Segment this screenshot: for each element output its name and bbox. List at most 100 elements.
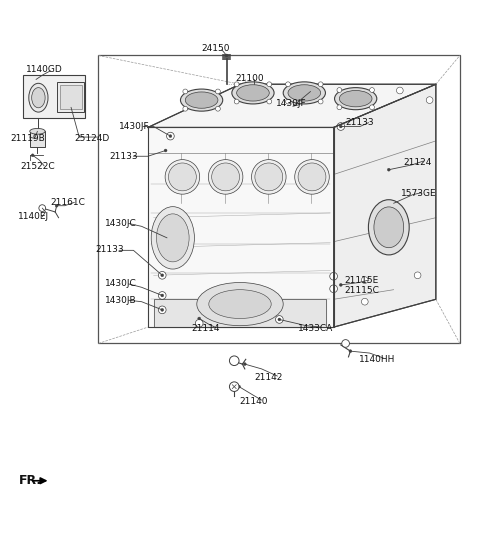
Ellipse shape — [168, 163, 196, 191]
Ellipse shape — [29, 83, 48, 112]
Circle shape — [183, 107, 188, 111]
Circle shape — [183, 89, 188, 94]
Circle shape — [392, 202, 395, 204]
Text: 25124D: 25124D — [74, 134, 109, 143]
Circle shape — [339, 125, 342, 128]
Ellipse shape — [151, 207, 194, 269]
Ellipse shape — [374, 207, 404, 248]
FancyBboxPatch shape — [57, 82, 84, 112]
Text: 1140HH: 1140HH — [359, 355, 396, 364]
Circle shape — [232, 359, 236, 362]
Text: FR.: FR. — [19, 474, 42, 487]
Ellipse shape — [209, 289, 271, 319]
Circle shape — [330, 285, 337, 293]
Circle shape — [169, 135, 172, 137]
Circle shape — [31, 154, 34, 157]
Circle shape — [234, 99, 239, 104]
Circle shape — [164, 149, 167, 152]
Circle shape — [163, 234, 171, 242]
Circle shape — [55, 204, 58, 207]
Text: 21142: 21142 — [254, 373, 283, 381]
Circle shape — [267, 82, 272, 87]
Circle shape — [349, 349, 352, 353]
Circle shape — [158, 272, 166, 279]
Circle shape — [198, 317, 201, 320]
Circle shape — [396, 87, 403, 94]
Circle shape — [286, 82, 290, 87]
Ellipse shape — [237, 85, 269, 101]
Text: 1430JC: 1430JC — [105, 219, 136, 228]
Circle shape — [167, 132, 174, 140]
Circle shape — [276, 315, 283, 324]
Circle shape — [166, 236, 168, 239]
Text: 1430JF: 1430JF — [119, 122, 150, 131]
Ellipse shape — [212, 163, 240, 191]
Circle shape — [370, 105, 374, 110]
Circle shape — [337, 105, 342, 110]
Circle shape — [414, 272, 421, 279]
Ellipse shape — [335, 88, 377, 110]
Circle shape — [158, 306, 166, 314]
Circle shape — [337, 88, 342, 93]
Circle shape — [309, 90, 312, 93]
Circle shape — [161, 308, 164, 311]
Text: 21119B: 21119B — [11, 134, 45, 143]
Circle shape — [216, 107, 220, 111]
Ellipse shape — [197, 282, 283, 326]
Text: 1430JB: 1430JB — [105, 296, 136, 305]
Text: 1573GE: 1573GE — [401, 189, 436, 198]
Circle shape — [36, 130, 39, 133]
Text: 21115E: 21115E — [345, 275, 379, 285]
Circle shape — [41, 207, 44, 209]
Circle shape — [229, 356, 239, 366]
Polygon shape — [148, 84, 436, 128]
Bar — [98, 56, 460, 344]
Ellipse shape — [295, 160, 329, 194]
Text: 21133: 21133 — [346, 118, 374, 127]
Ellipse shape — [165, 160, 200, 194]
Circle shape — [267, 99, 272, 104]
Circle shape — [234, 82, 239, 87]
Circle shape — [278, 318, 281, 321]
Polygon shape — [148, 128, 334, 327]
Circle shape — [361, 298, 368, 305]
Ellipse shape — [288, 85, 321, 101]
Circle shape — [243, 362, 246, 366]
Ellipse shape — [30, 128, 45, 134]
Circle shape — [359, 98, 366, 105]
Circle shape — [70, 106, 72, 109]
Text: 21114: 21114 — [191, 324, 219, 333]
Circle shape — [318, 82, 323, 87]
Text: 1140EJ: 1140EJ — [18, 212, 49, 221]
Polygon shape — [334, 84, 436, 327]
FancyBboxPatch shape — [23, 75, 85, 118]
Circle shape — [35, 78, 37, 81]
Circle shape — [238, 385, 240, 388]
Ellipse shape — [232, 82, 274, 104]
Circle shape — [337, 123, 345, 130]
Ellipse shape — [156, 214, 189, 262]
Circle shape — [39, 204, 46, 212]
Ellipse shape — [32, 88, 45, 108]
Ellipse shape — [369, 200, 409, 255]
Circle shape — [318, 99, 323, 104]
Text: 21522C: 21522C — [20, 162, 55, 171]
Text: 21100: 21100 — [235, 74, 264, 83]
Text: 1430JF: 1430JF — [276, 99, 307, 108]
FancyBboxPatch shape — [30, 131, 45, 147]
Text: 21124: 21124 — [403, 158, 432, 167]
Circle shape — [307, 88, 314, 95]
Ellipse shape — [208, 160, 243, 194]
Circle shape — [158, 292, 166, 299]
Text: 21133: 21133 — [109, 152, 138, 161]
Text: 21161C: 21161C — [50, 198, 85, 207]
Text: 21115C: 21115C — [345, 286, 380, 295]
Ellipse shape — [339, 90, 372, 107]
Circle shape — [161, 274, 164, 277]
Ellipse shape — [283, 82, 325, 104]
Circle shape — [426, 97, 433, 103]
Circle shape — [330, 273, 337, 280]
Circle shape — [387, 168, 390, 171]
FancyBboxPatch shape — [60, 85, 82, 109]
Text: 1433CA: 1433CA — [298, 324, 333, 333]
